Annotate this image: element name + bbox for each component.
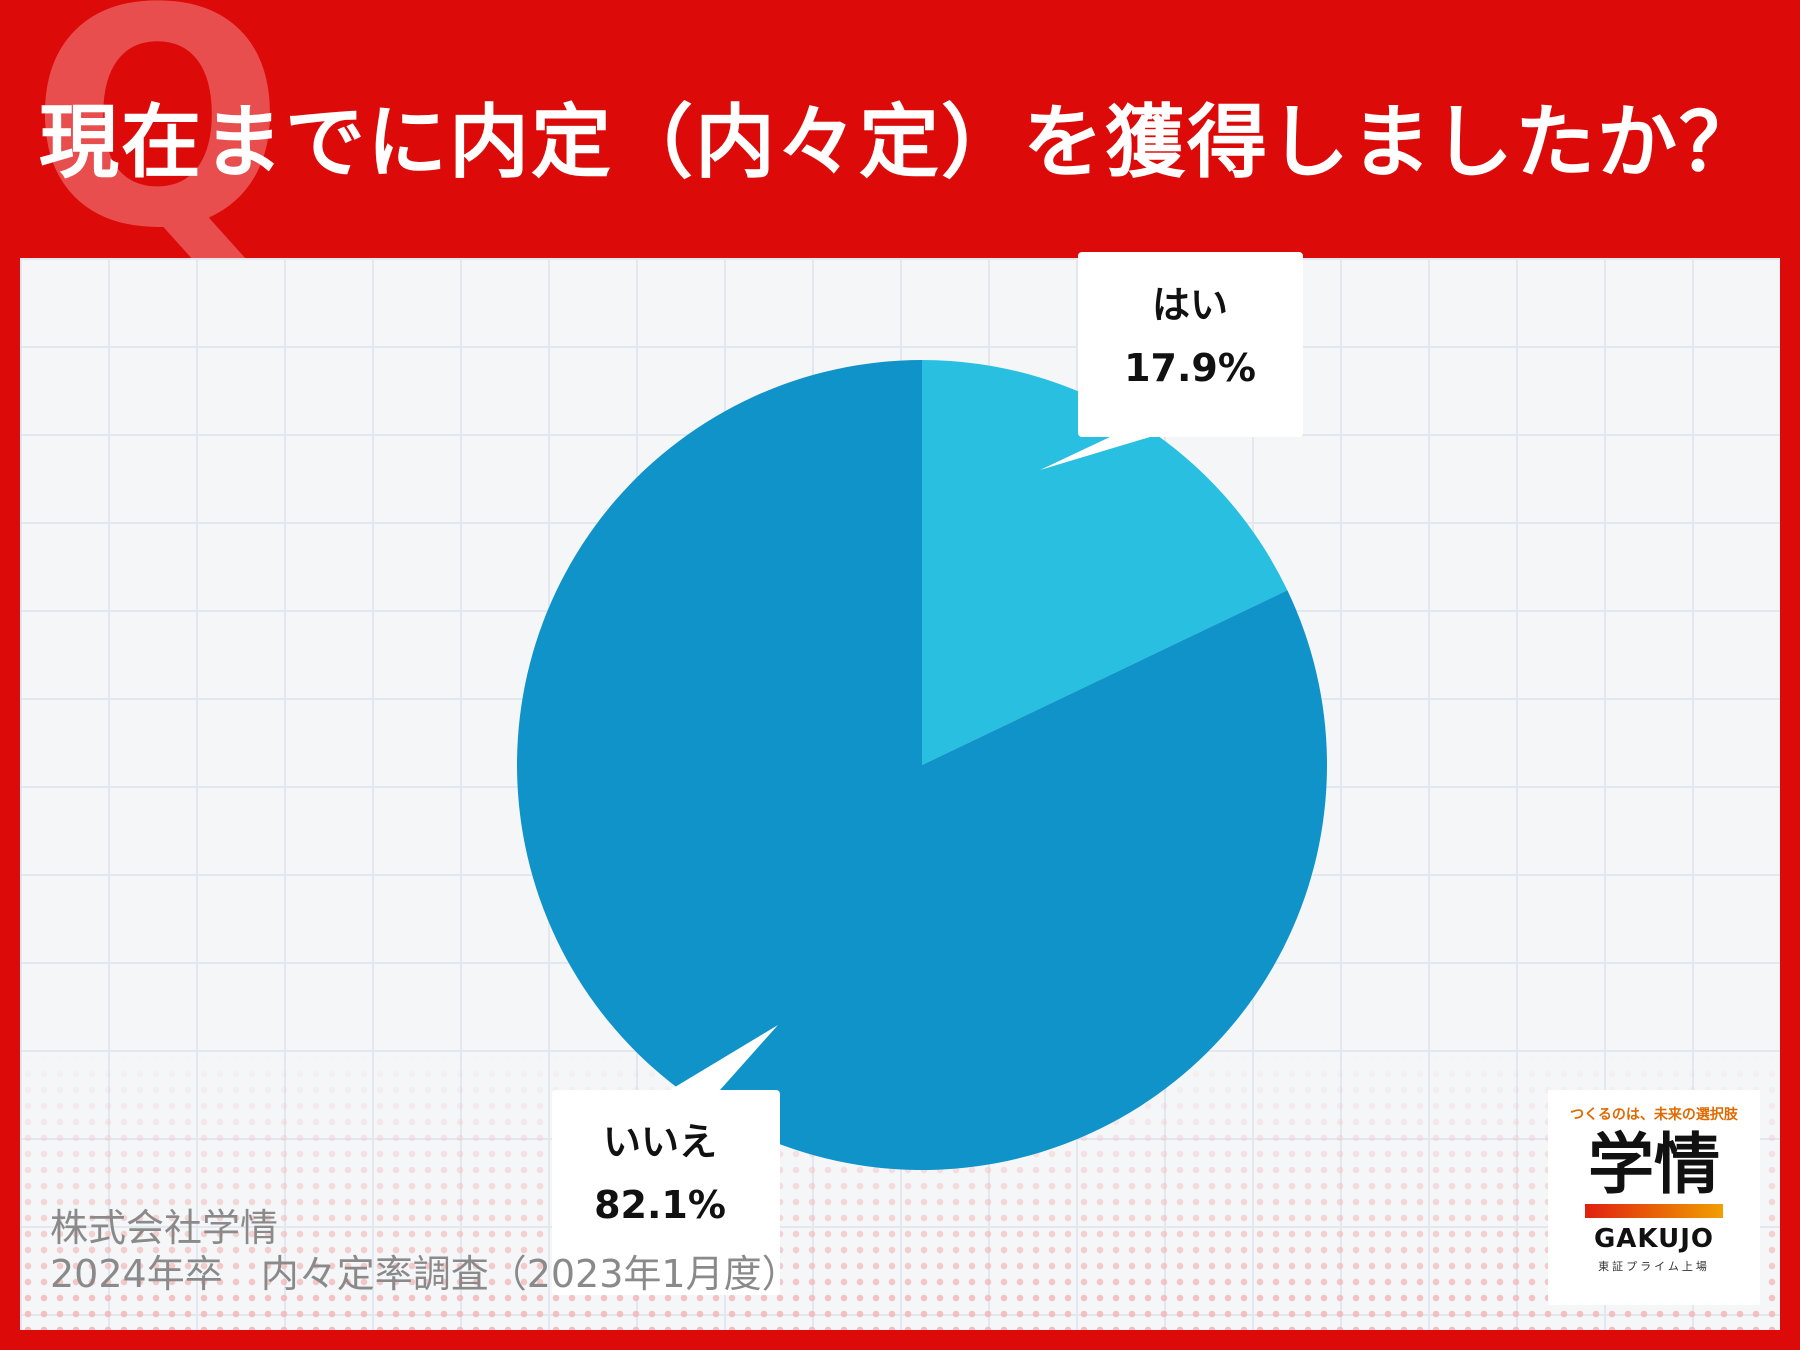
gakujo-logo: つくるのは、未来の選択肢 学情 GAKUJO 東証プライム上場 <box>1548 1090 1760 1305</box>
logo-name-en: GAKUJO <box>1593 1224 1715 1254</box>
logo-bar <box>1585 1204 1723 1218</box>
callout-tail-yes <box>1040 437 1150 470</box>
source-line-2: 2024年卒 内々定率調査（2023年1月度） <box>50 1252 800 1296</box>
page-title: 現在までに内定（内々定）を獲得しましたか？ <box>39 96 1761 189</box>
logo-subtitle: 東証プライム上場 <box>1598 1260 1710 1273</box>
callout-tail-no <box>670 1025 778 1090</box>
callout-box-no <box>552 1090 780 1295</box>
pie-slice-no <box>517 360 1327 1170</box>
callout-box-yes <box>1078 252 1303 437</box>
slice-value-yes: 17.9% <box>1124 346 1256 390</box>
source-credit: 株式会社学情 2024年卒 内々定率調査（2023年1月度） <box>50 1205 800 1297</box>
slice-label-yes: はい <box>1152 283 1228 327</box>
logo-name: 学情 <box>1588 1126 1720 1203</box>
callout-yes: はい 17.9% <box>1040 252 1303 470</box>
logo-tagline: つくるのは、未来の選択肢 <box>1570 1107 1738 1123</box>
slice-label-no: いいえ <box>603 1120 717 1164</box>
pie-slice-yes <box>922 360 1288 765</box>
source-line-1: 株式会社学情 <box>50 1206 279 1250</box>
callout-no: いいえ 82.1% <box>552 1025 780 1295</box>
slice-value-no: 82.1% <box>594 1183 726 1227</box>
q-mark: Q <box>30 0 286 294</box>
